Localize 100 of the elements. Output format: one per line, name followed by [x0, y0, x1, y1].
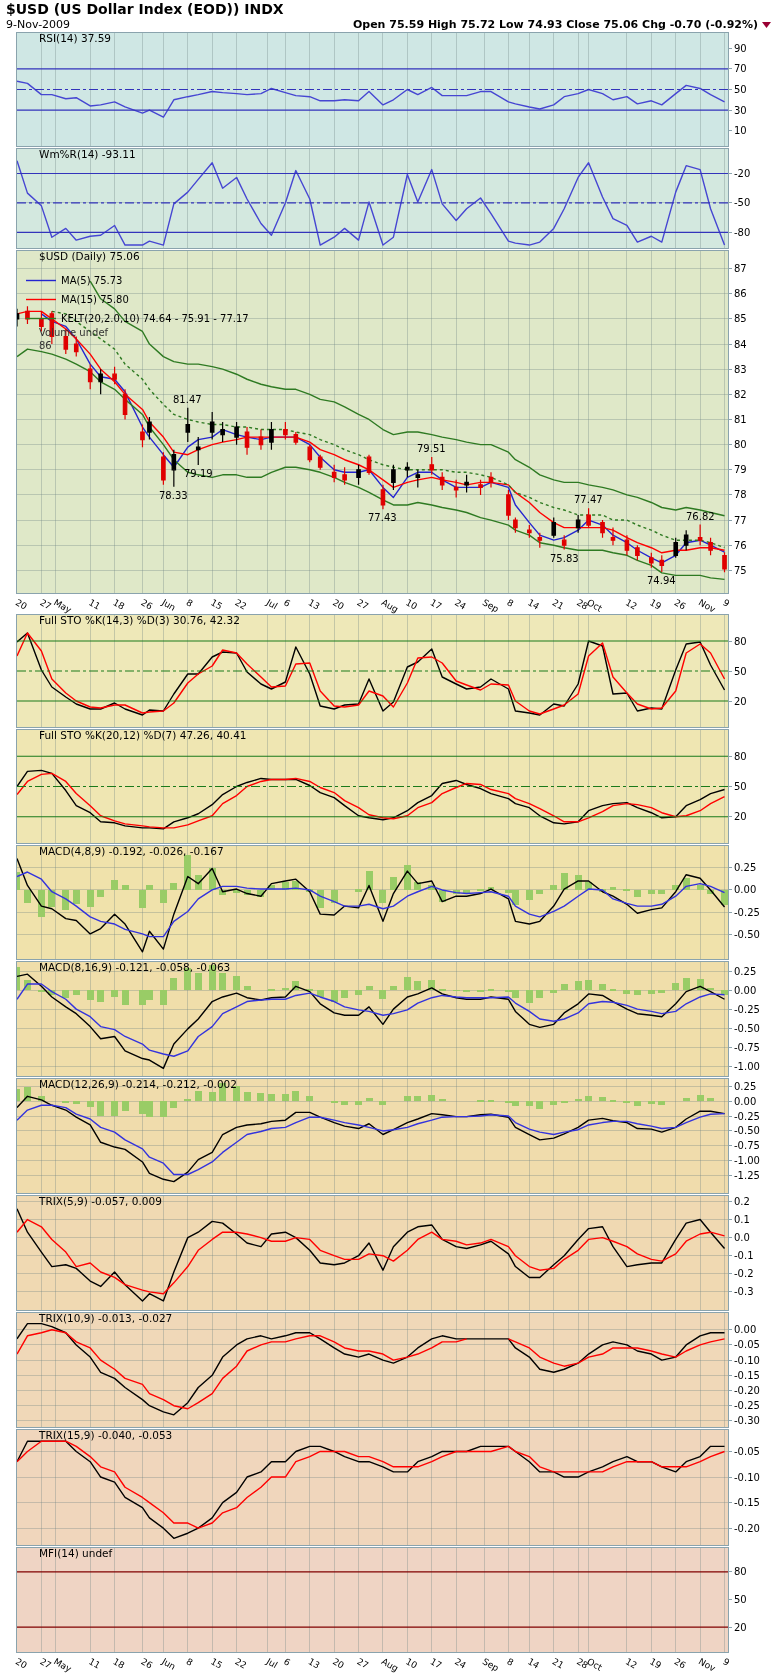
- chart-title: TRIX(15,9) -0.040, -0.053: [38, 1429, 173, 1442]
- annotation: 74.94: [647, 575, 676, 586]
- chart-title: Full STO %K(14,3) %D(3) 30.76, 42.32: [39, 614, 240, 627]
- y-tick-label: -80: [734, 226, 751, 238]
- x-tick-label: 10: [404, 597, 420, 612]
- annotation: 75.83: [550, 553, 579, 564]
- y-tick-label: -0.05: [734, 1339, 760, 1351]
- x-tick-label: 8: [505, 597, 516, 609]
- y-tick-label: 83: [734, 363, 747, 375]
- y-tick-label: -50: [734, 197, 751, 209]
- y-tick-label: -0.05: [734, 1445, 760, 1457]
- y-tick-label: -20: [734, 168, 751, 179]
- x-tick-label: 26: [139, 597, 155, 612]
- x-tick-label: 27: [355, 597, 371, 612]
- x-tick-label: Nov: [696, 597, 718, 616]
- x-tick-label: 17: [428, 1656, 444, 1671]
- x-tick-label: 8: [505, 1656, 516, 1668]
- x-tick-label: 20: [13, 1656, 29, 1671]
- y-tick-label: -0.50: [734, 1022, 760, 1034]
- x-tick-label: Sep: [480, 1656, 501, 1673]
- x-tick-label: 6: [282, 1656, 293, 1668]
- y-tick-label: 20: [734, 695, 747, 707]
- x-tick-label: 27: [38, 597, 54, 612]
- x-tick-label: 11: [86, 1656, 102, 1671]
- chart-title: TRIX(10,9) -0.013, -0.027: [38, 1312, 173, 1325]
- y-tick-label: 0.25: [734, 965, 757, 977]
- y-tick-label: -0.25: [734, 1110, 760, 1122]
- y-tick-label: 50: [734, 781, 747, 792]
- x-tick-label: Aug: [379, 1656, 400, 1673]
- x-tick-label: Nov: [696, 1656, 718, 1673]
- x-tick-label: 14: [526, 597, 542, 612]
- y-tick-label: -0.75: [734, 1140, 760, 1152]
- y-tick-label: 0.1: [734, 1214, 750, 1226]
- x-tick-label: 21: [550, 597, 566, 612]
- x-tick-label: 27: [38, 1656, 54, 1671]
- y-tick-label: 0.25: [734, 862, 757, 874]
- x-tick-label: 19: [648, 597, 664, 612]
- x-tick-label: Jun: [159, 596, 178, 613]
- y-tick-label: 0.00: [734, 884, 757, 896]
- x-tick-label: 9: [721, 597, 732, 609]
- y-tick-label: 20: [734, 811, 747, 823]
- x-tick-label: 8: [184, 597, 195, 609]
- annotation: 79.51: [417, 443, 446, 454]
- x-tick-label: 20: [13, 597, 29, 612]
- chart-title: Full STO %K(20,12) %D(7) 47.26, 40.41: [39, 729, 247, 742]
- y-tick-label: 87: [734, 263, 747, 275]
- y-tick-label: 10: [734, 125, 747, 137]
- y-tick-label: -0.20: [734, 1385, 760, 1397]
- y-tick-label: 0.0: [734, 1232, 750, 1244]
- x-tick-label: 26: [139, 1656, 155, 1671]
- y-tick-label: 80: [734, 750, 747, 762]
- y-tick-label: -0.30: [734, 1415, 760, 1427]
- y-tick-label: 70: [734, 63, 747, 75]
- x-tick-label: Sep: [480, 597, 501, 615]
- text: 9-Nov-2009: [6, 18, 71, 31]
- x-tick-label: 15: [208, 597, 224, 612]
- y-tick-label: 90: [734, 42, 747, 54]
- x-tick-label: 22: [233, 1656, 249, 1671]
- x-tick-label: 22: [233, 597, 249, 612]
- y-tick-label: -0.1: [734, 1250, 754, 1262]
- y-tick-label: 0.25: [734, 1080, 757, 1092]
- y-tick-label: 0.00: [734, 1324, 757, 1336]
- x-tick-label: Aug: [379, 597, 400, 615]
- x-tick-label: 21: [550, 1656, 566, 1671]
- x-tick-label: Jun: [159, 1655, 178, 1672]
- y-tick-label: 0.00: [734, 1095, 757, 1107]
- y-tick-label: -0.10: [734, 1354, 760, 1366]
- y-tick-label: -0.20: [734, 1522, 760, 1534]
- x-tick-label: 10: [404, 1656, 420, 1671]
- y-tick-label: 79: [734, 464, 747, 476]
- chart-title: RSI(14) 37.59: [39, 32, 112, 45]
- text: Open 75.59 High 75.72 Low 74.93 Close 75.06 Chg -0.70 (-0.92%): [352, 18, 758, 31]
- y-tick-label: 80: [734, 1566, 747, 1578]
- x-tick-label: 18: [111, 1656, 127, 1671]
- y-tick-label: 50: [734, 84, 747, 95]
- y-tick-label: 30: [734, 104, 747, 116]
- chart-title: MACD(8,16,9) -0.121, -0.058, -0.063: [39, 961, 231, 974]
- annotation: 81.47: [173, 394, 202, 405]
- y-tick-label: -0.50: [734, 929, 760, 941]
- annotation: 77.47: [574, 494, 603, 505]
- y-tick-label: 80: [734, 635, 747, 647]
- y-tick-label: -0.15: [734, 1369, 760, 1381]
- x-tick-label: 12: [623, 1656, 639, 1671]
- y-tick-label: 77: [734, 514, 747, 526]
- y-tick-label: 84: [734, 338, 747, 350]
- y-tick-label: -0.25: [734, 1400, 760, 1412]
- chart-title: MFI(14) undef: [39, 1547, 113, 1560]
- y-tick-label: 75: [734, 564, 747, 576]
- y-tick-label: -1.25: [734, 1170, 760, 1182]
- y-tick-label: 76: [734, 539, 747, 551]
- y-tick-label: 86: [734, 288, 747, 300]
- y-tick-label: -1.00: [734, 1060, 760, 1072]
- chart-title: Wm%R(14) -93.11: [39, 148, 136, 161]
- annotation: 77.43: [368, 512, 397, 523]
- y-tick-label: 20: [734, 1621, 747, 1633]
- annotation: 78.33: [159, 490, 188, 501]
- y-tick-label: 82: [734, 388, 747, 400]
- x-tick-label: 8: [184, 1656, 195, 1668]
- x-tick-label: Jul: [263, 596, 280, 612]
- x-tick-label: Jul: [263, 1655, 280, 1671]
